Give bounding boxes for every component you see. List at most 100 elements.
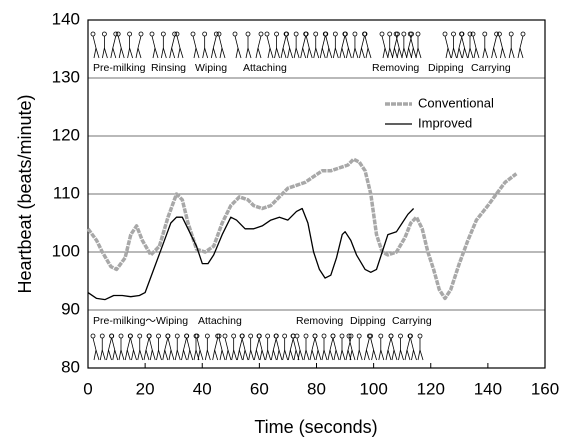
figure-leg	[280, 47, 284, 59]
figure-leg	[348, 47, 352, 59]
figure-leg	[351, 349, 356, 361]
figure-leg	[245, 47, 249, 59]
y-tick-label: 130	[52, 67, 80, 86]
stick-figures	[222, 333, 300, 361]
figure-leg	[131, 349, 134, 361]
figure-leg	[391, 349, 395, 361]
figure-body	[171, 35, 176, 49]
figure-leg	[453, 47, 457, 59]
figure-leg	[458, 47, 463, 59]
x-axis-label: Time (seconds)	[254, 417, 377, 437]
figure-leg	[204, 47, 209, 59]
figure-leg	[253, 349, 257, 361]
figure-leg	[181, 349, 184, 361]
figure-head	[451, 31, 456, 37]
figure-leg	[380, 349, 385, 361]
figure-head	[137, 333, 143, 339]
figure-leg	[259, 349, 263, 361]
y-axis-label: Heartbeat (beats/minute)	[15, 94, 35, 293]
figure-leg	[415, 47, 419, 59]
figure-head	[339, 333, 345, 339]
figure-leg	[267, 349, 272, 361]
figure-leg	[139, 349, 144, 361]
legend-label: Improved	[418, 115, 472, 130]
stick-figures	[190, 31, 226, 59]
phase-label: Pre-milking～Wiping	[93, 315, 188, 327]
phase-label: Carrying	[392, 315, 432, 327]
figure-body	[292, 337, 297, 351]
figure-leg	[237, 47, 242, 59]
figure-body	[266, 35, 271, 49]
figure-body	[364, 35, 369, 49]
figure-leg	[293, 47, 297, 59]
figure-head	[248, 333, 254, 339]
figure-head	[118, 333, 124, 339]
figure-head	[264, 31, 270, 37]
phase-label: Wiping	[195, 62, 227, 74]
x-tick-label: 60	[250, 379, 269, 398]
figure-leg	[406, 47, 409, 59]
figure-leg	[106, 349, 109, 361]
figure-leg	[385, 349, 389, 361]
figure-leg	[321, 47, 326, 59]
figure-body	[148, 337, 153, 351]
figure-body	[387, 337, 392, 351]
figure-leg	[133, 349, 137, 361]
figure-leg	[517, 47, 521, 59]
figure-head	[160, 31, 166, 37]
figure-leg	[193, 349, 197, 361]
x-tick-label: 160	[531, 379, 559, 398]
figure-body	[130, 337, 134, 351]
figure-leg	[278, 349, 283, 361]
figure-leg	[261, 349, 266, 361]
figure-leg	[162, 47, 167, 59]
figure-leg	[323, 349, 328, 361]
figure-leg	[393, 349, 398, 361]
figure-leg	[276, 47, 280, 59]
figure-body	[289, 337, 294, 351]
figure-body	[108, 337, 112, 351]
figure-leg	[373, 349, 377, 361]
figure-body	[444, 35, 449, 49]
figure-body	[499, 35, 503, 49]
figure-leg	[265, 349, 269, 361]
figure-body	[183, 337, 187, 351]
figure-leg	[365, 47, 369, 59]
figure-body	[461, 35, 465, 49]
x-tick-label: 140	[474, 379, 502, 398]
figure-leg	[195, 47, 200, 59]
figure-body	[272, 337, 277, 351]
figure-body	[196, 337, 201, 351]
stick-figures	[90, 333, 200, 361]
figure-leg	[238, 349, 243, 361]
figure-leg	[358, 349, 363, 361]
stick-figures	[470, 31, 526, 59]
figure-leg	[95, 47, 100, 59]
figure-body	[406, 337, 411, 351]
figure-body	[192, 35, 197, 49]
figure-leg	[214, 349, 219, 361]
figure-leg	[411, 349, 414, 361]
figure-leg	[112, 47, 117, 59]
figure-leg	[346, 47, 349, 59]
phase-label: Removing	[372, 62, 419, 74]
figure-leg	[118, 349, 122, 361]
figure-body	[92, 35, 97, 49]
figure-leg	[456, 47, 460, 59]
x-tick-label: 0	[83, 379, 92, 398]
figure-leg	[154, 47, 159, 59]
figure-leg	[210, 47, 214, 59]
figure-leg	[151, 349, 156, 361]
figure-head	[274, 31, 279, 37]
figure-leg	[110, 47, 114, 59]
figure-leg	[412, 47, 417, 59]
figure-leg	[126, 349, 131, 361]
figure-leg	[212, 47, 217, 59]
figure-leg	[339, 349, 343, 361]
figure-leg	[289, 47, 293, 59]
figure-body	[409, 35, 414, 49]
figure-leg	[349, 349, 353, 361]
figure-leg	[267, 47, 271, 59]
figure-head	[303, 333, 309, 339]
figure-leg	[341, 47, 346, 59]
